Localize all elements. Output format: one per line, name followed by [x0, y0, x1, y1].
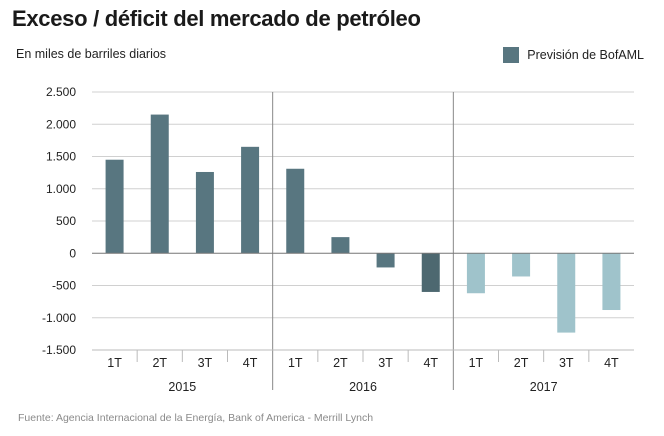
x-tick-label: 4T — [423, 356, 438, 370]
bar — [241, 146, 260, 254]
x-tick-label: 2T — [152, 356, 167, 370]
bar — [512, 253, 531, 277]
legend-swatch — [503, 47, 520, 63]
bar — [286, 168, 305, 254]
bar — [105, 159, 124, 254]
chart-legend: Previsión de BofAML — [503, 47, 644, 63]
x-tick-label: 4T — [243, 356, 258, 370]
year-label: 2015 — [168, 380, 196, 394]
y-tick-label: 2.000 — [46, 117, 76, 131]
x-tick-label: 1T — [107, 356, 122, 370]
y-tick-label: -1.500 — [42, 343, 76, 357]
y-tick-label: -500 — [52, 279, 76, 293]
x-tick-label: 1T — [288, 356, 303, 370]
y-tick-label: 0 — [69, 246, 76, 260]
y-tick-label: 500 — [56, 214, 76, 228]
bar — [195, 171, 214, 254]
chart-title: Exceso / déficit del mercado de petróleo — [12, 6, 421, 31]
y-tick-label: 1.000 — [46, 182, 76, 196]
bar — [331, 237, 350, 254]
y-tick-label: 2.500 — [46, 85, 76, 99]
bar — [557, 253, 576, 333]
bar — [421, 253, 440, 292]
x-tick-label: 3T — [559, 356, 574, 370]
x-tick-label: 2T — [514, 356, 529, 370]
year-label: 2016 — [349, 380, 377, 394]
bar — [150, 114, 169, 254]
bar — [602, 253, 621, 311]
year-label: 2017 — [530, 380, 558, 394]
x-tick-label: 4T — [604, 356, 619, 370]
bar — [466, 253, 485, 294]
bar — [376, 253, 395, 268]
chart-subtitle: En miles de barriles diarios — [16, 47, 167, 61]
y-tick-label: 1.500 — [46, 150, 76, 164]
x-tick-label: 3T — [378, 356, 393, 370]
legend-label: Previsión de BofAML — [527, 48, 644, 62]
x-tick-label: 2T — [333, 356, 348, 370]
x-tick-label: 3T — [198, 356, 213, 370]
x-tick-label: 1T — [469, 356, 484, 370]
y-tick-label: -1.000 — [42, 311, 76, 325]
source-note: Fuente: Agencia Internacional de la Ener… — [18, 412, 374, 424]
